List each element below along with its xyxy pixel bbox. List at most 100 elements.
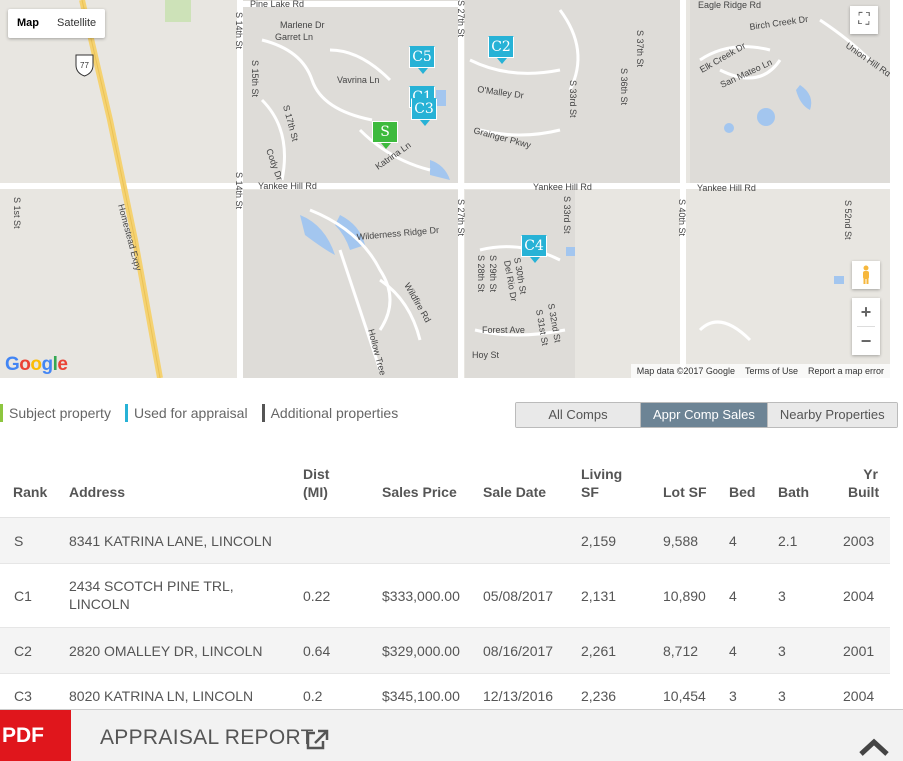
cell-price: $333,000.00 [382,588,460,604]
tab-appr-comp-sales[interactable]: Appr Comp Sales [640,403,767,427]
map-attribution: Map data ©2017 Google Terms of Use Repor… [630,364,890,378]
svg-text:Pine Lake Rd: Pine Lake Rd [250,0,304,9]
col-dist-header[interactable]: Dist (MI) [303,465,329,501]
report-map-error-link[interactable]: Report a map error [807,366,884,376]
highway-shield-icon: 77 [75,54,94,77]
col-price-header[interactable]: Sales Price [382,484,457,500]
cell-bed: 4 [729,533,737,549]
svg-text:Yankee Hill Rd: Yankee Hill Rd [258,181,317,191]
svg-text:S 52nd St: S 52nd St [843,200,853,240]
cell-lot: 8,712 [663,643,699,659]
col-rank-header[interactable]: Rank [13,484,48,500]
svg-text:S 27th St: S 27th St [456,199,466,237]
cell-lot: 10,454 [663,688,706,704]
cell-price: $329,000.00 [382,643,460,659]
cell-rank: C3 [14,688,32,704]
col-dist-header-line2: (MI) [303,484,328,500]
map-data-credit: Map data ©2017 Google [636,366,735,376]
map-type-map-button[interactable]: Map [17,17,39,29]
svg-text:S 15th St: S 15th St [250,60,260,98]
map-marker-c3[interactable]: C3 [411,98,437,126]
svg-text:Eagle Ridge Rd: Eagle Ridge Rd [698,0,761,10]
zoom-control: + − [852,298,880,355]
zoom-divider [857,326,875,327]
cell-living: 2,159 [581,533,617,549]
table-row-s[interactable]: S 8341 KATRINA LANE, LINCOLN 2,159 9,588… [0,518,890,564]
comp-tabs: All Comps Appr Comp Sales Nearby Propert… [515,402,898,428]
svg-text:Yankee Hill Rd: Yankee Hill Rd [533,182,592,192]
col-bath-header[interactable]: Bath [778,484,810,500]
col-address-header[interactable]: Address [69,484,126,500]
svg-text:S 27th St: S 27th St [456,0,466,38]
svg-text:S 28th St: S 28th St [476,255,486,293]
svg-text:Forest Ave: Forest Ave [482,325,525,335]
map-canvas[interactable]: 77 Pine Lake Rd Marlene Dr Garret Ln Vav… [0,0,890,378]
street-view-pegman-icon[interactable] [852,261,880,289]
terms-of-use-link[interactable]: Terms of Use [744,366,798,376]
map-type-control: Map Satellite [8,9,106,38]
cell-bath: 2.1 [778,533,798,549]
pdf-button[interactable]: PDF [0,710,71,761]
col-lot-header[interactable]: Lot SF [663,484,707,500]
col-living-header[interactable]: Living SF [581,465,622,501]
cell-rank: S [14,533,24,549]
cell-date: 05/08/2017 [483,588,554,604]
map-marker-c5[interactable]: C5 [409,46,435,74]
map-marker-c2[interactable]: C2 [488,36,514,64]
cell-address: 2820 OMALLEY DR, LINCOLN [69,643,263,659]
cell-living: 2,236 [581,688,617,704]
svg-text:S 40th St: S 40th St [677,199,687,237]
google-logo[interactable]: Google [5,354,68,375]
svg-text:77: 77 [80,61,89,70]
svg-text:S 1st St: S 1st St [12,197,22,229]
col-yr-header-line2: Built [848,484,880,500]
cell-dist: 0.64 [303,643,331,659]
cell-address: 8341 KATRINA LANE, LINCOLN [69,533,272,549]
map-legend: Subject property Used for appraisal Addi… [0,404,398,422]
cell-bath: 3 [778,643,786,659]
report-footer-bar[interactable]: PDF APPRAISAL REPORT [0,709,903,761]
svg-text:S 29th St: S 29th St [488,255,498,293]
table-row-c2[interactable]: C2 2820 OMALLEY DR, LINCOLN 0.64 $329,00… [0,628,890,674]
appraisal-report-link[interactable]: APPRAISAL REPORT [100,726,314,749]
svg-text:S 36th St: S 36th St [619,68,629,106]
cell-living: 2,261 [581,643,617,659]
legend-subject-property: Subject property [0,404,111,422]
svg-text:S 37th St: S 37th St [635,30,645,68]
cell-yr: 2004 [843,588,875,604]
table-header: Rank Address Dist (MI) Sales Price Sale D… [0,460,890,518]
cell-living: 2,131 [581,588,617,604]
col-yr-header[interactable]: Yr Built [848,465,880,501]
cell-date: 12/13/2016 [483,688,554,704]
chevron-up-icon[interactable] [858,738,890,756]
cell-address-line2: LINCOLN [69,596,130,612]
map-type-satellite-button[interactable]: Satellite [57,17,97,29]
cell-rank: C2 [14,643,32,659]
cell-bath: 3 [778,688,786,704]
external-link-icon[interactable] [305,729,329,751]
svg-text:Yankee Hill Rd: Yankee Hill Rd [697,183,756,193]
cell-bed: 4 [729,643,737,659]
col-living-header-line1: Living [581,466,623,482]
tab-all-comps[interactable]: All Comps [516,403,640,427]
cell-lot: 9,588 [663,533,699,549]
table-row-c1[interactable]: C1 2434 SCOTCH PINE TRL, LINCOLN 0.22 $33… [0,564,890,628]
map-marker-subject[interactable]: S [372,121,398,149]
cell-bath: 3 [778,588,786,604]
cell-yr: 2001 [843,643,875,659]
svg-text:Hoy St: Hoy St [472,350,500,360]
map-view[interactable]: 77 Pine Lake Rd Marlene Dr Garret Ln Vav… [0,0,890,378]
fullscreen-icon[interactable]: ⛶ [850,6,878,34]
col-bed-header[interactable]: Bed [729,484,756,500]
cell-dist: 0.22 [303,588,331,604]
col-date-header[interactable]: Sale Date [483,484,547,500]
zoom-out-button[interactable]: − [860,330,872,351]
map-marker-c4[interactable]: C4 [521,235,547,263]
zoom-in-button[interactable]: + [860,301,872,322]
comps-table: Rank Address Dist (MI) Sales Price Sale D… [0,460,890,720]
cell-address: 8020 KATRINA LN, LINCOLN [69,688,254,704]
cell-rank: C1 [14,588,32,604]
tab-nearby-properties[interactable]: Nearby Properties [766,403,897,427]
svg-text:Vavrina Ln: Vavrina Ln [337,75,379,85]
cell-lot: 10,890 [663,588,706,604]
